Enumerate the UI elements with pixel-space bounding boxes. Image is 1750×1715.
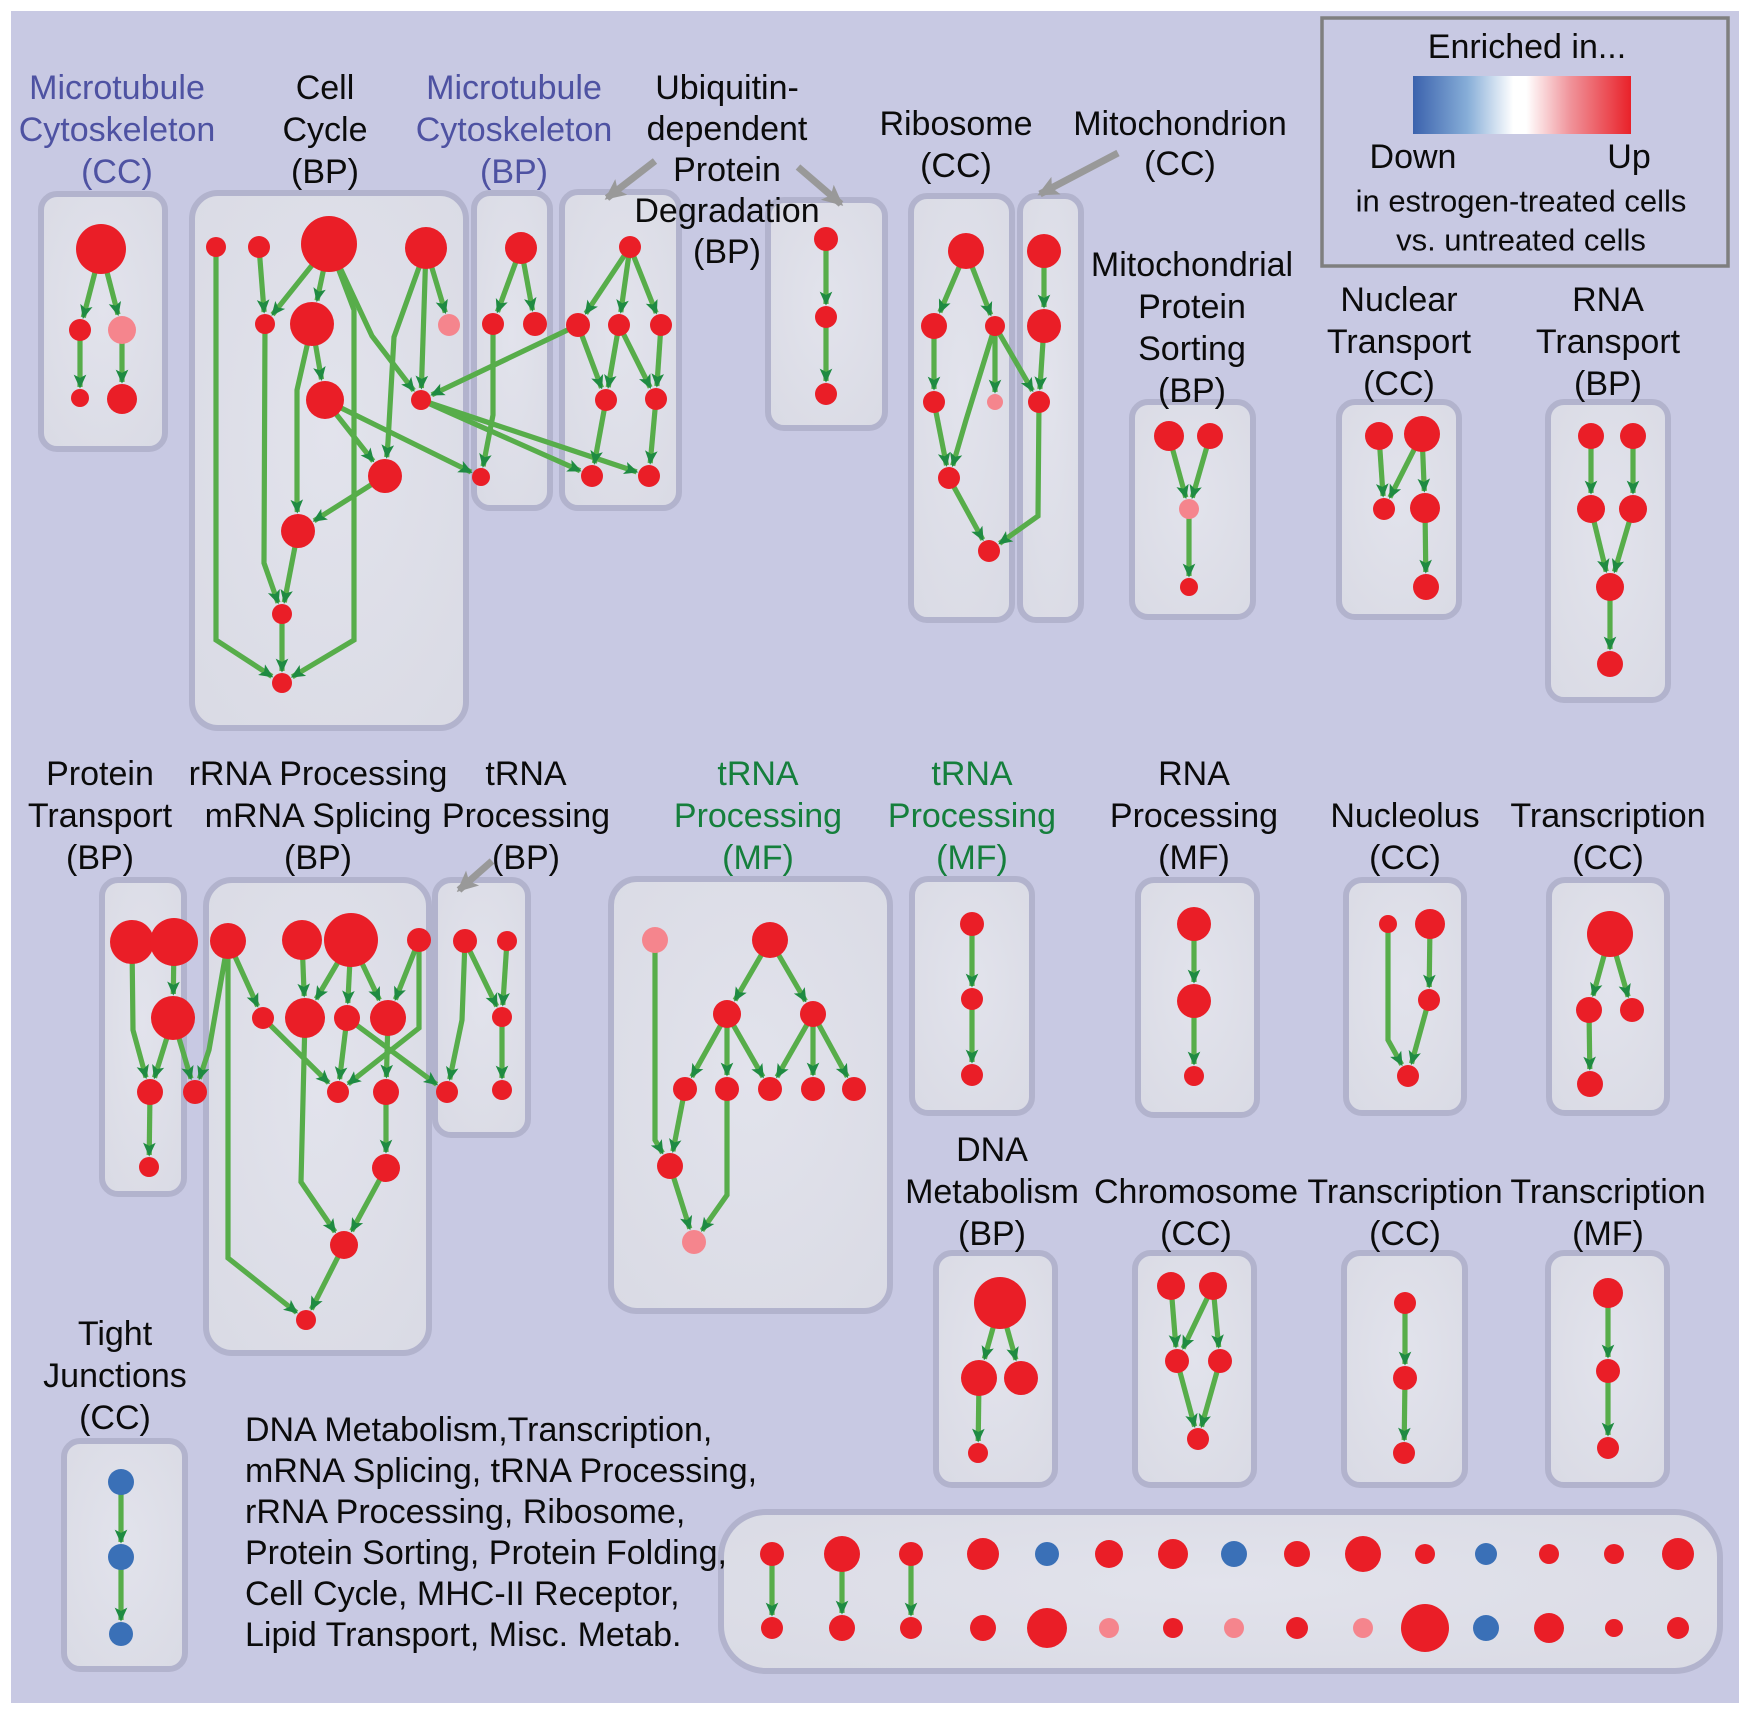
svg-text:Microtubule: Microtubule bbox=[29, 69, 205, 107]
svg-text:Ubiquitin-: Ubiquitin- bbox=[655, 69, 799, 107]
svg-text:(CC): (CC) bbox=[1369, 839, 1441, 877]
svg-text:(BP): (BP) bbox=[284, 839, 352, 877]
svg-text:(MF): (MF) bbox=[722, 839, 794, 877]
svg-text:mRNA Splicing, tRNA Processing: mRNA Splicing, tRNA Processing, bbox=[245, 1452, 757, 1490]
svg-text:tRNA: tRNA bbox=[717, 755, 799, 793]
svg-text:(MF): (MF) bbox=[936, 839, 1008, 877]
svg-text:Degradation: Degradation bbox=[634, 192, 819, 230]
svg-text:tRNA: tRNA bbox=[931, 755, 1013, 793]
svg-text:Ribosome: Ribosome bbox=[879, 105, 1032, 143]
svg-text:Protein Sorting, Protein Foldi: Protein Sorting, Protein Folding, bbox=[245, 1534, 727, 1572]
svg-text:(BP): (BP) bbox=[693, 233, 761, 271]
svg-text:RNA: RNA bbox=[1572, 281, 1644, 319]
svg-text:(CC): (CC) bbox=[1144, 145, 1216, 183]
svg-text:(BP): (BP) bbox=[480, 153, 548, 191]
svg-text:Cytoskeleton: Cytoskeleton bbox=[416, 111, 613, 149]
svg-text:(CC): (CC) bbox=[1363, 365, 1435, 403]
svg-text:(CC): (CC) bbox=[1572, 839, 1644, 877]
svg-text:(CC): (CC) bbox=[1160, 1215, 1232, 1253]
svg-text:(CC): (CC) bbox=[79, 1399, 151, 1437]
svg-text:Processing: Processing bbox=[442, 797, 610, 835]
svg-text:Enriched in...: Enriched in... bbox=[1428, 28, 1626, 66]
svg-text:Junctions: Junctions bbox=[43, 1357, 187, 1395]
svg-text:Processing: Processing bbox=[888, 797, 1056, 835]
svg-text:(BP): (BP) bbox=[492, 839, 560, 877]
svg-text:Protein: Protein bbox=[46, 755, 154, 793]
svg-text:Sorting: Sorting bbox=[1138, 330, 1246, 368]
svg-text:(BP): (BP) bbox=[66, 839, 134, 877]
svg-text:rRNA Processing: rRNA Processing bbox=[189, 755, 448, 793]
svg-text:Tight: Tight bbox=[78, 1315, 153, 1353]
svg-text:(CC): (CC) bbox=[1369, 1215, 1441, 1253]
svg-text:vs. untreated cells: vs. untreated cells bbox=[1396, 223, 1646, 258]
svg-text:Transport: Transport bbox=[1536, 323, 1681, 361]
svg-text:Cell Cycle, MHC-II Receptor,: Cell Cycle, MHC-II Receptor, bbox=[245, 1575, 680, 1613]
svg-text:Mitochondrial: Mitochondrial bbox=[1091, 246, 1293, 284]
svg-text:(MF): (MF) bbox=[1572, 1215, 1644, 1253]
svg-text:DNA: DNA bbox=[956, 1131, 1028, 1169]
svg-text:tRNA: tRNA bbox=[485, 755, 567, 793]
svg-text:Mitochondrion: Mitochondrion bbox=[1073, 105, 1287, 143]
svg-text:(BP): (BP) bbox=[958, 1215, 1026, 1253]
svg-text:Lipid Transport, Misc. Metab.: Lipid Transport, Misc. Metab. bbox=[245, 1616, 682, 1654]
svg-text:RNA: RNA bbox=[1158, 755, 1230, 793]
svg-text:in estrogen-treated cells: in estrogen-treated cells bbox=[1356, 184, 1687, 219]
svg-text:Protein: Protein bbox=[1138, 288, 1246, 326]
svg-text:(CC): (CC) bbox=[81, 153, 153, 191]
svg-text:Nuclear: Nuclear bbox=[1340, 281, 1457, 319]
svg-text:Chromosome: Chromosome bbox=[1094, 1173, 1298, 1211]
svg-text:Transport: Transport bbox=[1327, 323, 1472, 361]
svg-text:(CC): (CC) bbox=[920, 147, 992, 185]
svg-text:rRNA Processing, Ribosome,: rRNA Processing, Ribosome, bbox=[245, 1493, 685, 1531]
svg-text:DNA Metabolism,Transcription,: DNA Metabolism,Transcription, bbox=[245, 1411, 712, 1449]
svg-text:Cell: Cell bbox=[296, 69, 355, 107]
svg-text:Transcription: Transcription bbox=[1510, 1173, 1705, 1211]
svg-text:Transcription: Transcription bbox=[1307, 1173, 1502, 1211]
svg-text:(MF): (MF) bbox=[1158, 839, 1230, 877]
svg-text:Processing: Processing bbox=[674, 797, 842, 835]
svg-text:Cytoskeleton: Cytoskeleton bbox=[19, 111, 216, 149]
svg-text:(BP): (BP) bbox=[1574, 365, 1642, 403]
svg-text:Processing: Processing bbox=[1110, 797, 1278, 835]
svg-text:(BP): (BP) bbox=[291, 153, 359, 191]
svg-text:Transcription: Transcription bbox=[1510, 797, 1705, 835]
svg-text:Metabolism: Metabolism bbox=[905, 1173, 1079, 1211]
svg-text:Up: Up bbox=[1607, 138, 1650, 176]
svg-text:Transport: Transport bbox=[28, 797, 173, 835]
svg-text:Protein: Protein bbox=[673, 151, 781, 189]
svg-text:Nucleolus: Nucleolus bbox=[1330, 797, 1479, 835]
svg-text:dependent: dependent bbox=[647, 110, 808, 148]
svg-text:(BP): (BP) bbox=[1158, 372, 1226, 410]
svg-text:Cycle: Cycle bbox=[282, 111, 367, 149]
svg-text:Microtubule: Microtubule bbox=[426, 69, 602, 107]
svg-text:Down: Down bbox=[1370, 138, 1457, 176]
svg-text:mRNA Splicing: mRNA Splicing bbox=[205, 797, 432, 835]
